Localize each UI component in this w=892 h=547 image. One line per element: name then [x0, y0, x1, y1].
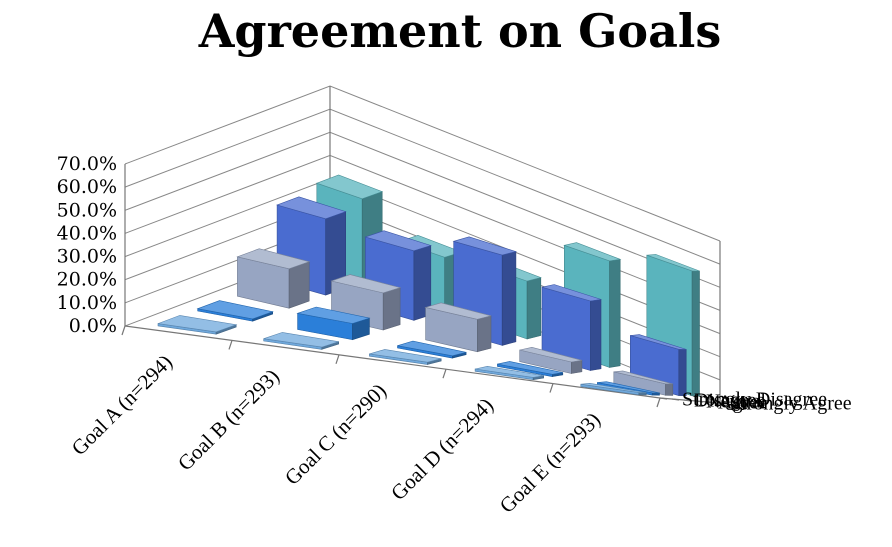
y-tick-label: 40.0%	[57, 222, 117, 244]
y-tick-label: 30.0%	[57, 246, 117, 268]
bar	[541, 284, 602, 371]
depth-tick	[671, 398, 680, 401]
bar	[580, 382, 647, 396]
bar	[263, 332, 340, 350]
y-tick-label: 70.0%	[57, 153, 117, 175]
depth-tick	[683, 399, 692, 402]
y-tick-label: 0.0%	[69, 315, 117, 337]
bar	[397, 340, 467, 359]
y-tick-label: 20.0%	[57, 269, 117, 291]
x-tick	[549, 383, 554, 393]
y-tick-label: 60.0%	[57, 176, 117, 198]
series-label: Strongly Disagree	[682, 389, 827, 411]
depth-axis-series: Strongly DisagreeDisagreeNeutralAgreeStr…	[682, 389, 852, 415]
x-tick	[228, 340, 233, 350]
x-tick	[656, 397, 661, 408]
depth-tick	[659, 397, 668, 400]
bar	[296, 306, 371, 341]
category-label: Goal D (n=294)	[386, 393, 498, 505]
series-label: Agree	[718, 392, 767, 414]
chart-title: Agreement on Goals	[198, 4, 722, 58]
x-tick	[442, 369, 447, 379]
category-label: Goal A (n=294)	[67, 350, 177, 460]
y-tick-label: 10.0%	[57, 292, 117, 314]
series-label: Disagree	[694, 390, 765, 412]
bars-group	[157, 174, 700, 397]
x-axis-line	[124, 325, 661, 399]
y-tick-label: 50.0%	[57, 199, 117, 221]
bar	[236, 248, 311, 309]
bar	[196, 300, 274, 322]
gridline	[124, 85, 721, 242]
depth-tick	[707, 401, 716, 404]
y-axis-ticks: 0.0%10.0%20.0%30.0%40.0%50.0%60.0%70.0%	[57, 153, 117, 337]
x-tick	[121, 325, 126, 336]
bar	[424, 302, 492, 353]
category-label: Goal E (n=293)	[495, 407, 605, 517]
series-label: Neutral	[706, 391, 766, 413]
series-label: Strongly Agree	[730, 393, 852, 415]
bar	[497, 361, 564, 377]
category-label: Goal C (n=290)	[280, 379, 391, 490]
x-tick	[335, 354, 340, 364]
depth-tick	[719, 402, 728, 405]
bar	[369, 349, 442, 365]
bar	[613, 370, 674, 396]
depth-tick	[695, 400, 704, 403]
chart-floor	[121, 325, 728, 408]
bar	[474, 365, 545, 381]
category-label: Goal B (n=293)	[173, 364, 284, 475]
bar	[157, 315, 238, 335]
bar	[519, 346, 583, 374]
chart-walls	[124, 85, 721, 404]
